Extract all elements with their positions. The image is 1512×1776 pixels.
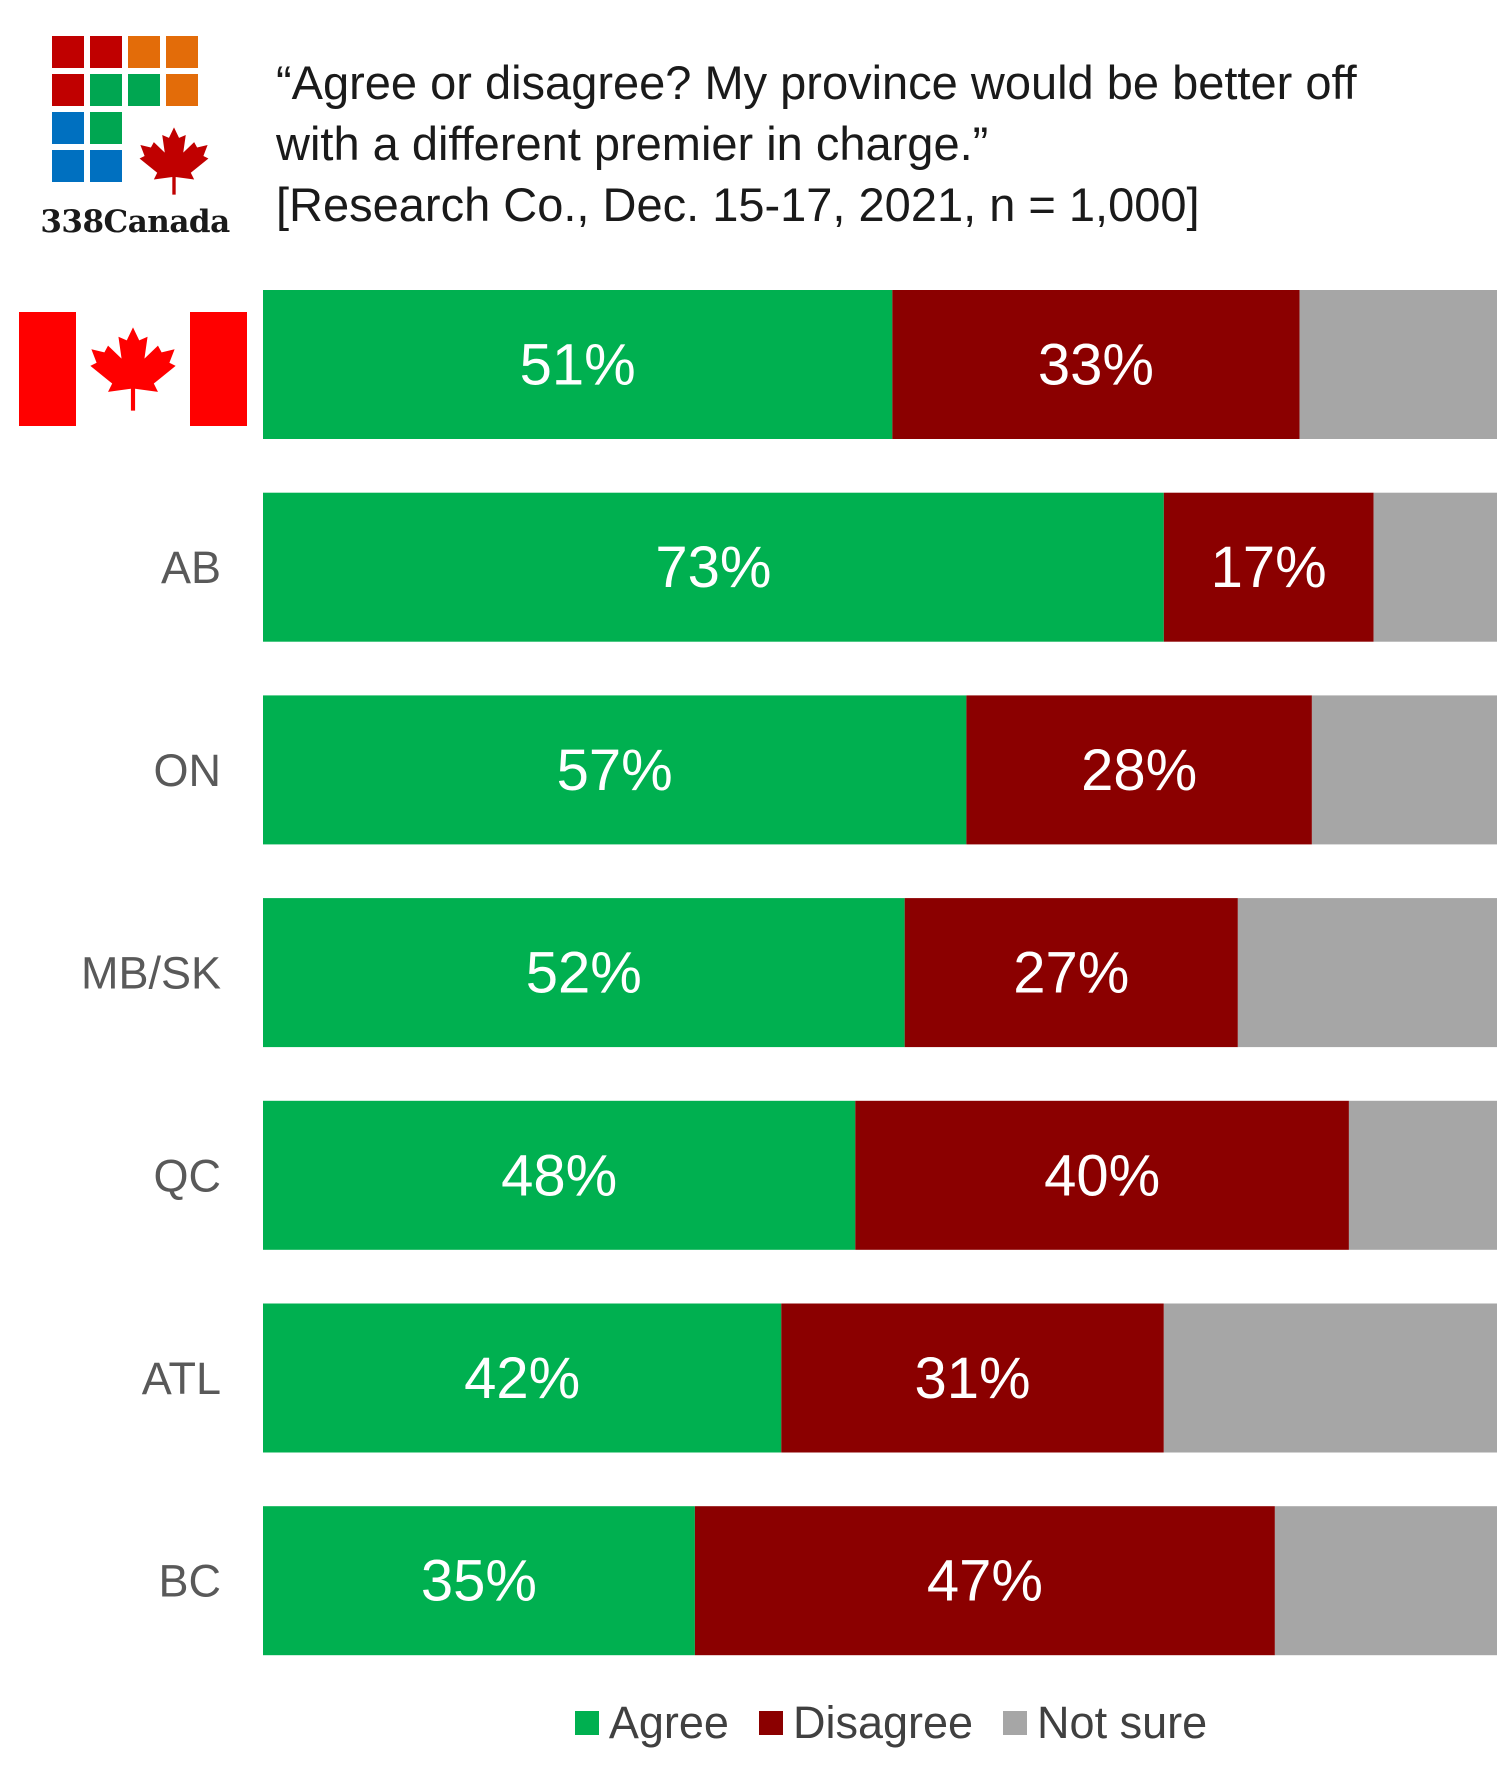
data-label-canada-agree: 51%	[520, 333, 636, 398]
bar-qc-not-sure	[1348, 1100, 1497, 1250]
stacked-bar-chart: 51% 33% 73% 17% AB 57% 28% ON 52% 27% MB/SK 48% 40% Q…	[19, 290, 1497, 1656]
legend-swatch-not-sure	[1003, 1711, 1028, 1735]
bar-atl-disagree	[781, 1303, 1164, 1453]
title-line-3: [Research Co., Dec. 15-17, 2021, n = 1,0…	[276, 178, 1200, 231]
legend-label-disagree: Disagree	[792, 1697, 974, 1748]
legend-item-disagree: Disagree	[758, 1697, 974, 1749]
bar-canada-not-sure	[1299, 290, 1497, 439]
bar-mb-sk-agree	[263, 898, 905, 1048]
data-label-atl-disagree: 31%	[915, 1346, 1031, 1411]
logo-text: 338Canada	[40, 204, 230, 240]
flag-maple-leaf-icon	[90, 327, 176, 411]
category-label-mb-sk: MB/SK	[81, 948, 221, 999]
bar-ab-not-sure	[1373, 492, 1497, 642]
data-label-on-agree: 57%	[557, 738, 673, 803]
data-label-ab-disagree: 17%	[1211, 535, 1327, 600]
bar-bc-agree	[263, 1506, 695, 1656]
legend-label-agree: Agree	[608, 1697, 729, 1748]
data-label-bc-disagree: 47%	[927, 1549, 1043, 1614]
bar-canada-agree	[263, 290, 893, 439]
category-label-on: ON	[154, 745, 222, 796]
bar-on-disagree	[966, 695, 1312, 845]
data-label-qc-agree: 48%	[501, 1143, 617, 1208]
logo-338canada: 338Canada	[30, 36, 240, 242]
bar-canada-disagree	[892, 290, 1300, 439]
chart-legend: Agree Disagree Not sure	[0, 1688, 1512, 1758]
data-label-mb-sk-disagree: 27%	[1013, 941, 1129, 1006]
maple-leaf-icon	[139, 127, 209, 195]
legend-label-not-sure: Not sure	[1037, 1697, 1208, 1748]
logo-grid-icon	[52, 36, 209, 195]
category-label-bc: BC	[158, 1556, 221, 1607]
bar-atl-agree	[263, 1303, 782, 1453]
bar-qc-disagree	[855, 1100, 1349, 1250]
title-line-2: with a different premier in charge.”	[276, 117, 989, 170]
bar-bc-not-sure	[1274, 1506, 1497, 1656]
legend-swatch-agree	[574, 1711, 599, 1735]
bar-on-not-sure	[1311, 695, 1497, 845]
data-label-atl-agree: 42%	[464, 1346, 580, 1411]
data-label-qc-disagree: 40%	[1044, 1143, 1160, 1208]
legend-swatch-disagree	[758, 1711, 783, 1735]
bar-atl-not-sure	[1163, 1303, 1497, 1453]
title-line-1: “Agree or disagree? My province would be…	[276, 56, 1357, 109]
category-label-ab: AB	[161, 542, 221, 593]
data-label-on-disagree: 28%	[1081, 738, 1197, 803]
data-label-mb-sk-agree: 52%	[526, 941, 642, 1006]
canada-flag-icon	[19, 312, 247, 426]
bar-qc-agree	[263, 1100, 856, 1250]
bar-bc-disagree	[694, 1506, 1275, 1656]
chart-title: “Agree or disagree? My province would be…	[276, 52, 1496, 235]
bar-mb-sk-not-sure	[1237, 898, 1497, 1048]
category-label-atl: ATL	[142, 1353, 221, 1404]
legend-item-agree: Agree	[574, 1697, 729, 1749]
bar-mb-sk-disagree	[904, 898, 1238, 1048]
data-label-bc-agree: 35%	[421, 1549, 537, 1614]
bar-ab-disagree	[1163, 492, 1374, 642]
legend-item-not-sure: Not sure	[1003, 1697, 1207, 1749]
data-label-ab-agree: 73%	[655, 535, 771, 600]
data-label-canada-disagree: 33%	[1038, 333, 1154, 398]
category-label-qc: QC	[154, 1150, 222, 1201]
bar-ab-agree	[263, 492, 1164, 642]
bar-on-agree	[263, 695, 967, 845]
